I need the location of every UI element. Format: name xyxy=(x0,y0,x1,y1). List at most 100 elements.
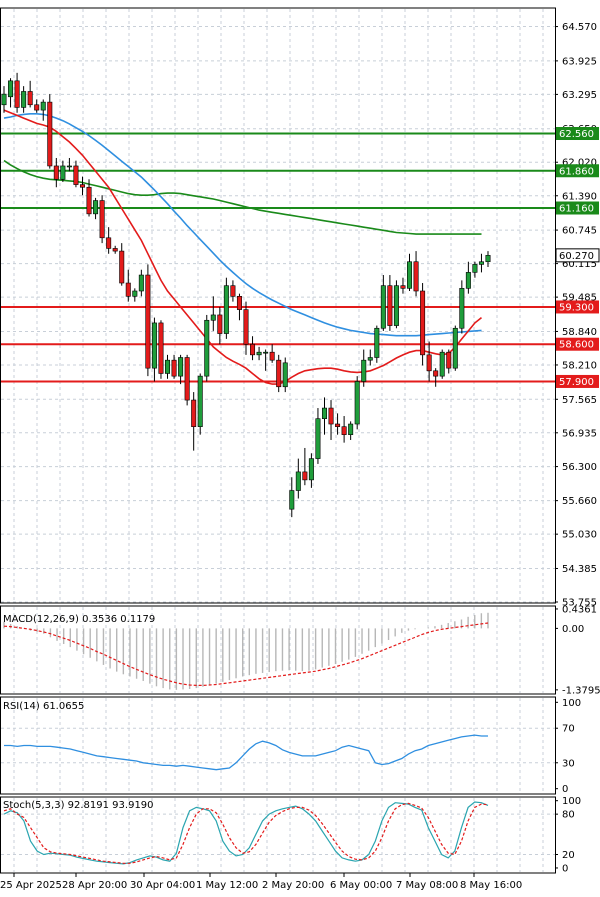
bullish-candle xyxy=(178,357,184,377)
time-tick-label: 7 May 08:00 xyxy=(396,880,458,891)
bullish-candle xyxy=(289,490,295,510)
price-tick-label: 58.840 xyxy=(562,327,597,338)
macd-histogram xyxy=(3,612,489,690)
rsi-panel-frame xyxy=(0,696,556,795)
time-tick-label: 1 May 12:00 xyxy=(196,880,258,891)
price-tick-label: 63.295 xyxy=(562,90,597,101)
resistance-level-label: 61.860 xyxy=(559,166,594,177)
bullish-candle xyxy=(315,418,321,459)
stoch-panel: 100 80 20 0 Stoch(5,3,3) 92.8191 93.9190 xyxy=(0,796,581,874)
bearish-candle xyxy=(53,165,59,180)
time-tick-label: 25 Apr 2025 xyxy=(0,880,62,891)
bearish-candle xyxy=(14,80,20,108)
bullish-candle xyxy=(308,458,314,481)
stoch-tick-label: 100 xyxy=(562,796,581,807)
bearish-candle xyxy=(446,351,452,369)
support-level-tag xyxy=(556,374,599,388)
price-tick-label: 58.210 xyxy=(562,360,597,371)
bullish-candle xyxy=(132,290,138,297)
bearish-candle xyxy=(27,91,33,106)
bullish-candle xyxy=(197,375,203,427)
bearish-candle xyxy=(250,343,256,356)
bearish-candle xyxy=(34,104,40,111)
bearish-candle xyxy=(328,407,334,425)
macd-signal-line xyxy=(3,622,489,687)
bearish-candle xyxy=(341,426,347,435)
stoch-main-line xyxy=(3,801,489,865)
price-panel: 64.57063.92563.29562.65062.02061.39060.7… xyxy=(0,7,600,609)
bearish-candle xyxy=(171,359,177,377)
rsi-line xyxy=(4,734,488,771)
support-level-tag xyxy=(556,300,599,314)
moving-averages xyxy=(3,109,483,385)
support-level-label: 59.300 xyxy=(559,302,594,313)
rsi-line xyxy=(4,734,488,771)
bullish-candle xyxy=(348,423,354,435)
rsi-tick-label: 30 xyxy=(562,758,575,769)
resistance-level-tag xyxy=(556,164,599,178)
macd-tick-label: -1.3795 xyxy=(562,685,600,696)
macd-panel: 0.4361 0.00 -1.3795 MACD(12,26,9) 0.3536 0… xyxy=(0,604,600,696)
macd-tick-label: 0.00 xyxy=(562,624,584,635)
bearish-candle xyxy=(243,309,249,345)
bearish-candle xyxy=(184,357,190,401)
resistance-level-label: 61.160 xyxy=(559,203,594,214)
bearish-candle xyxy=(426,354,432,372)
macd-tick-label: 0.4361 xyxy=(562,604,597,615)
bullish-candle xyxy=(138,274,144,292)
bullish-candle xyxy=(223,285,229,334)
bearish-candle xyxy=(230,285,236,297)
price-tick-label: 57.565 xyxy=(562,395,597,406)
bearish-candle xyxy=(276,359,282,388)
bearish-candle xyxy=(335,423,341,427)
bullish-candle xyxy=(8,80,14,98)
price-tick-label: 59.485 xyxy=(562,293,597,304)
bearish-candle xyxy=(99,200,105,239)
bullish-candle xyxy=(459,288,465,329)
current-price-label: 60.270 xyxy=(559,251,594,262)
macd-title: MACD(12,26,9) 0.3536 0.1179 xyxy=(3,614,155,625)
macd-grid xyxy=(13,607,544,693)
price-tick-label: 55.660 xyxy=(562,496,597,507)
price-tick-label: 64.570 xyxy=(562,22,597,33)
bullish-candle xyxy=(452,327,458,369)
bullish-candle xyxy=(40,101,46,111)
price-panel-frame xyxy=(0,7,556,604)
bullish-candle xyxy=(210,314,216,321)
bearish-candle xyxy=(191,399,197,427)
stoch-tick-label: 20 xyxy=(562,850,575,861)
bearish-candle xyxy=(217,314,223,334)
support-level-tag xyxy=(556,337,599,351)
bearish-candle xyxy=(302,471,308,481)
bullish-candle xyxy=(282,362,288,388)
stoch-tick-label: 80 xyxy=(562,810,575,821)
bullish-candle xyxy=(321,407,327,419)
bullish-candle xyxy=(354,381,360,425)
price-tick-label: 62.020 xyxy=(562,158,597,169)
bearish-candle xyxy=(145,274,151,369)
bearish-candle xyxy=(79,184,85,188)
bearish-candle xyxy=(112,248,118,252)
price-tick-label: 54.385 xyxy=(562,564,597,575)
time-tick-label: 30 Apr 04:00 xyxy=(130,880,195,891)
stoch-signal-line xyxy=(3,802,489,864)
resistance-level-label: 62.560 xyxy=(559,129,594,140)
bearish-candle xyxy=(433,370,439,377)
price-tick-label: 56.935 xyxy=(562,428,597,439)
macd-signal-line xyxy=(3,622,489,687)
bullish-candle xyxy=(1,93,7,106)
support-level-label: 57.900 xyxy=(559,377,594,388)
rsi-grid xyxy=(1,698,555,793)
bullish-candle xyxy=(439,351,445,377)
bearish-candle xyxy=(400,285,406,289)
bullish-candle xyxy=(21,91,27,108)
macd-y-axis: 0.4361 0.00 -1.3795 xyxy=(555,604,600,696)
bullish-candle xyxy=(367,357,373,361)
resistance-level-tag xyxy=(556,201,599,215)
stoch-tick-label: 0 xyxy=(562,863,568,874)
price-tick-label: 55.030 xyxy=(562,530,597,541)
rsi-panel: 100 70 30 0 RSI(14) 61.0655 xyxy=(0,696,581,795)
bullish-candle xyxy=(478,261,484,265)
bearish-candle xyxy=(106,237,112,249)
